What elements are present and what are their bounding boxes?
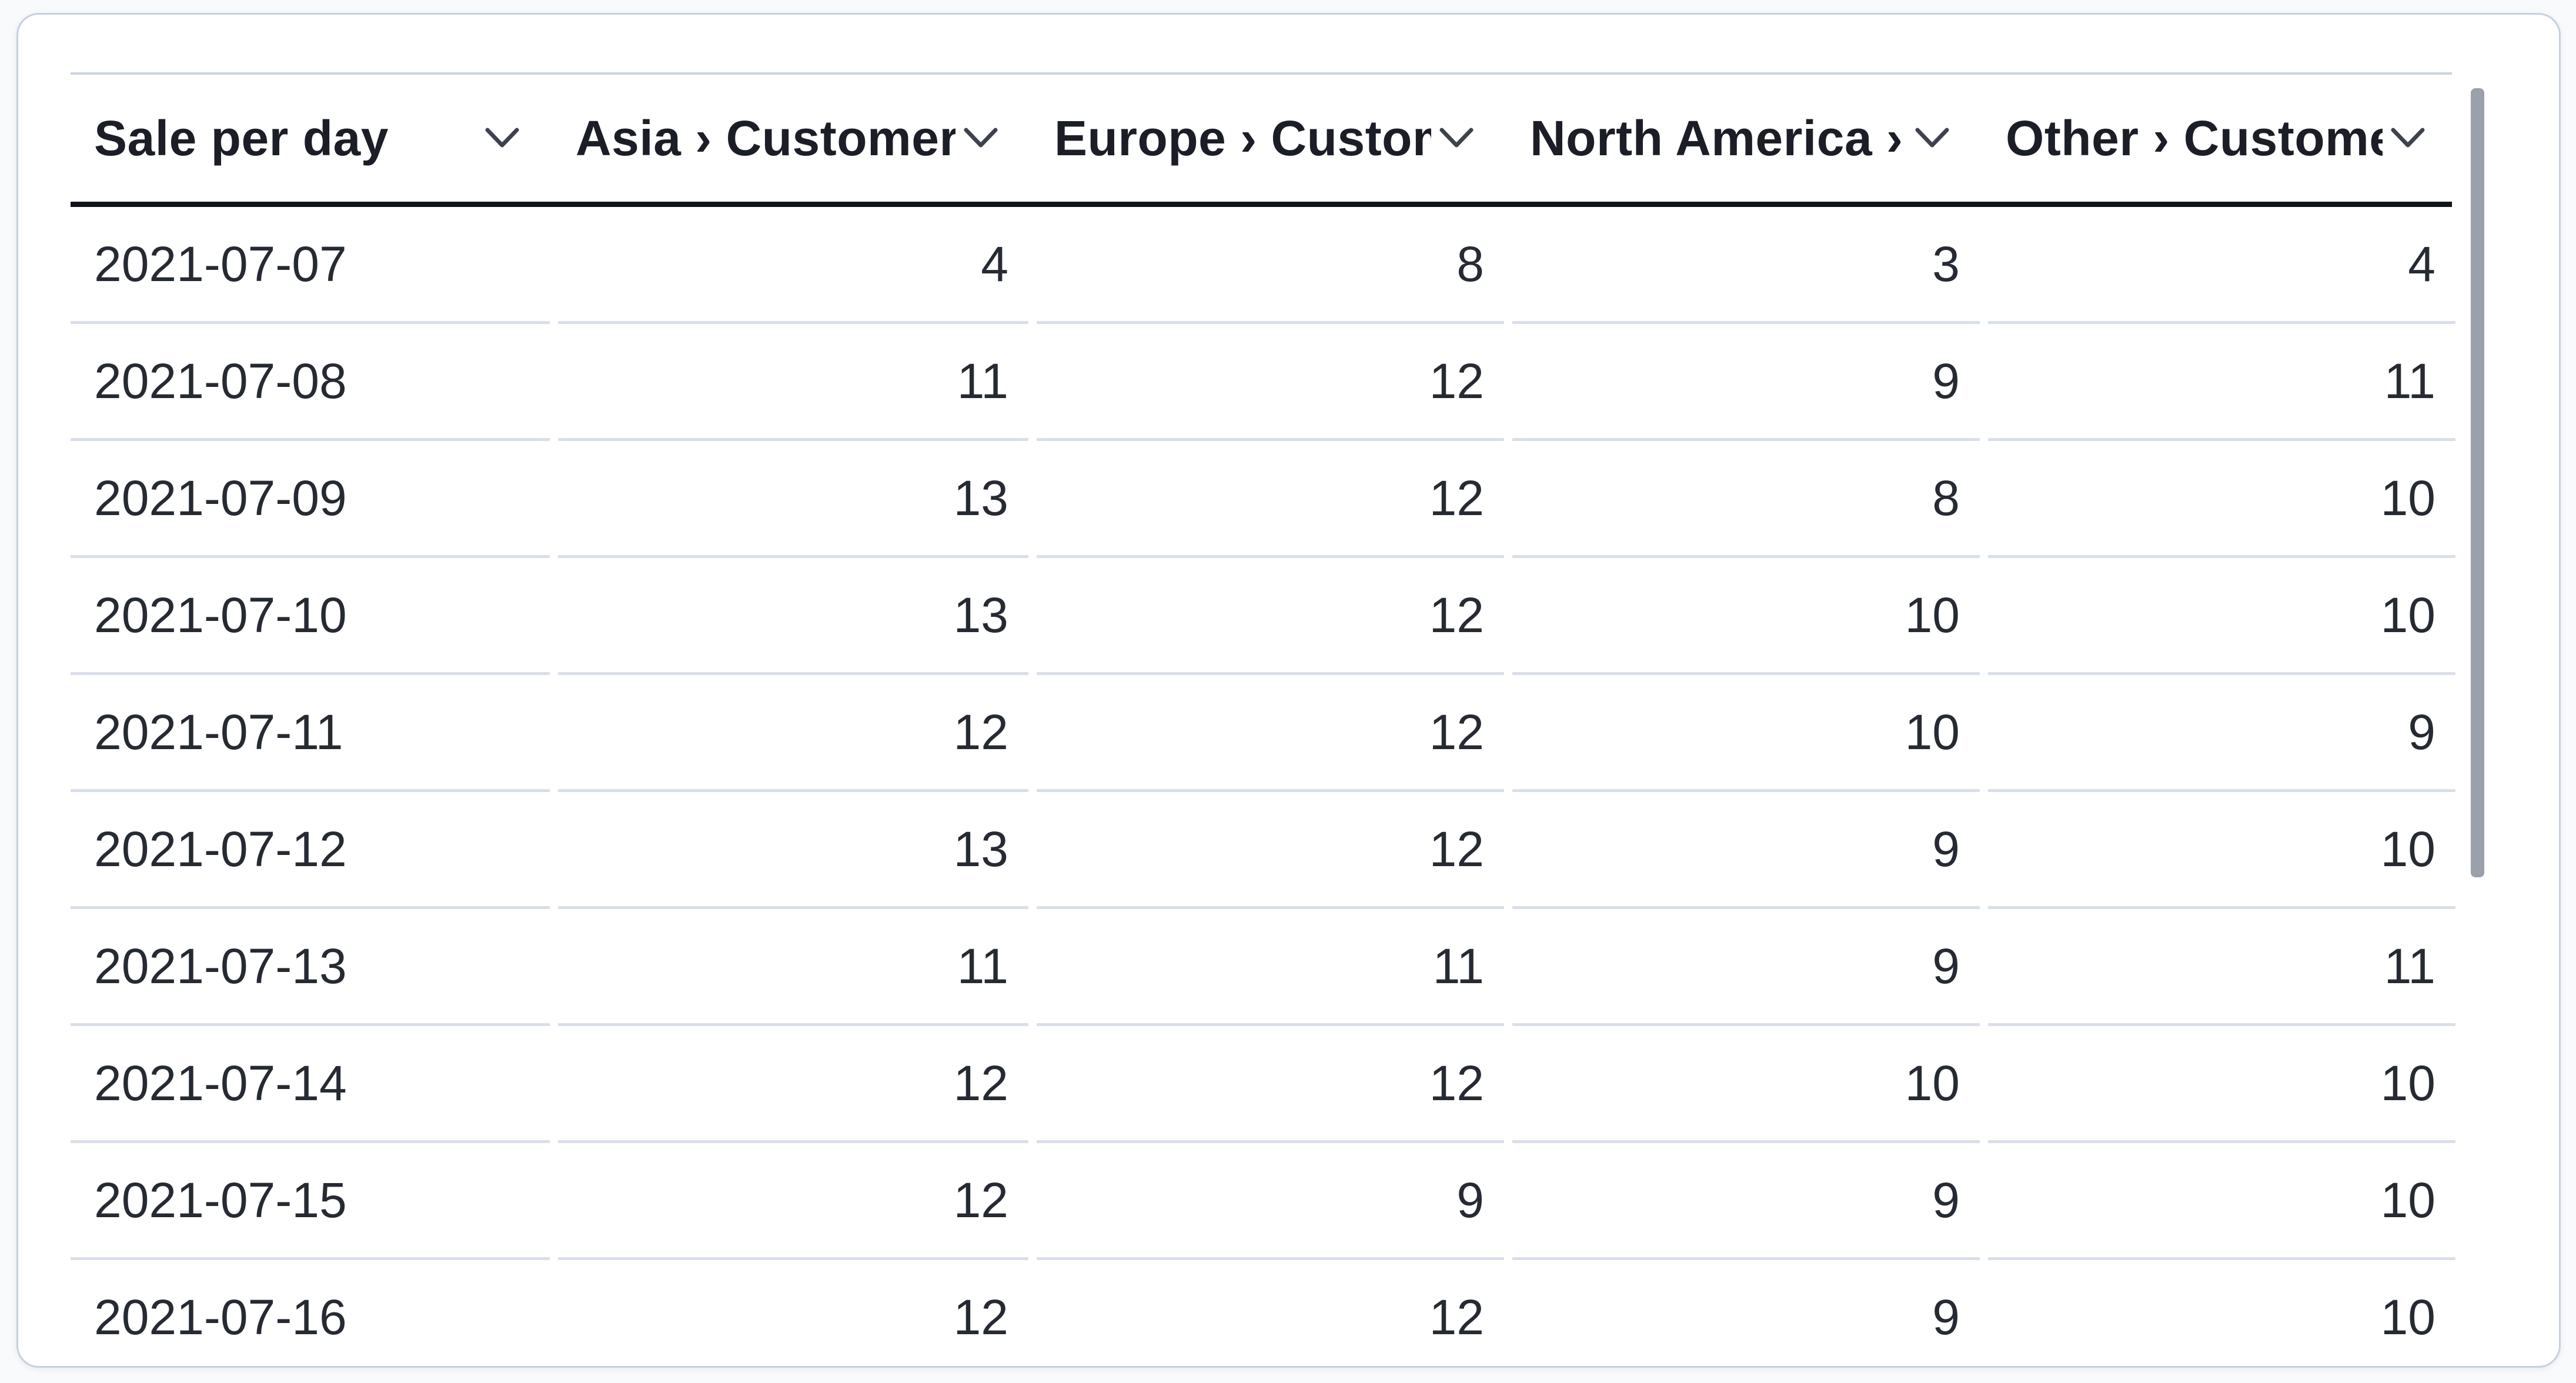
cell-date[interactable]: 2021-07-14 bbox=[71, 1026, 550, 1143]
cell-value[interactable]: 11 bbox=[558, 909, 1028, 1026]
cell-value[interactable]: 12 bbox=[1037, 324, 1504, 441]
table-body: 2021-07-07 4 8 3 4 2021-07-08 11 12 9 11 2021-07-0… bbox=[71, 207, 2455, 1366]
cell-value[interactable]: 12 bbox=[1037, 441, 1504, 558]
cell-date[interactable]: 2021-07-09 bbox=[71, 441, 550, 558]
table-row: 2021-07-07 4 8 3 4 bbox=[71, 207, 2455, 324]
cell-value[interactable]: 11 bbox=[558, 324, 1028, 441]
cell-value[interactable]: 9 bbox=[1988, 675, 2455, 792]
column-header-label: Europe › Customers bbox=[1054, 110, 1431, 166]
cell-value[interactable]: 12 bbox=[1037, 1026, 1504, 1143]
cell-date[interactable]: 2021-07-16 bbox=[71, 1260, 550, 1366]
cell-value[interactable]: 10 bbox=[1988, 558, 2455, 675]
cell-date[interactable]: 2021-07-12 bbox=[71, 792, 550, 909]
column-header-north-america-customers[interactable]: North America › Customers bbox=[1512, 75, 1980, 202]
column-header-other-customers[interactable]: Other › Customers bbox=[1988, 75, 2455, 202]
column-header-asia-customers[interactable]: Asia › Customers bbox=[558, 75, 1028, 202]
cell-date[interactable]: 2021-07-15 bbox=[71, 1143, 550, 1260]
cell-value[interactable]: 10 bbox=[1988, 1026, 2455, 1143]
cell-value[interactable]: 12 bbox=[558, 1026, 1028, 1143]
cell-value[interactable]: 13 bbox=[558, 792, 1028, 909]
table-row: 2021-07-09 13 12 8 10 bbox=[71, 441, 2455, 558]
column-header-sale-per-day[interactable]: Sale per day bbox=[71, 75, 550, 202]
table-row: 2021-07-08 11 12 9 11 bbox=[71, 324, 2455, 441]
column-header-label: North America › Customers bbox=[1530, 110, 1907, 166]
cell-value[interactable]: 12 bbox=[558, 1143, 1028, 1260]
chevron-down-icon[interactable] bbox=[485, 128, 519, 149]
table-header-row: Sale per day Asia › Customers Europe › C… bbox=[71, 72, 2452, 207]
cell-value[interactable]: 11 bbox=[1988, 324, 2455, 441]
cell-value[interactable]: 8 bbox=[1037, 207, 1504, 324]
cell-value[interactable]: 4 bbox=[1988, 207, 2455, 324]
table-row: 2021-07-13 11 11 9 11 bbox=[71, 909, 2455, 1026]
cell-value[interactable]: 9 bbox=[1512, 792, 1980, 909]
vertical-scrollbar-thumb[interactable] bbox=[2471, 88, 2484, 877]
cell-value[interactable]: 9 bbox=[1037, 1143, 1504, 1260]
cell-value[interactable]: 10 bbox=[1988, 441, 2455, 558]
column-header-label: Other › Customers bbox=[2006, 110, 2383, 166]
cell-value[interactable]: 12 bbox=[558, 1260, 1028, 1366]
cell-value[interactable]: 10 bbox=[1988, 1143, 2455, 1260]
table-row: 2021-07-12 13 12 9 10 bbox=[71, 792, 2455, 909]
chevron-down-icon[interactable] bbox=[964, 128, 998, 149]
cell-value[interactable]: 8 bbox=[1512, 441, 1980, 558]
cell-value[interactable]: 10 bbox=[1512, 675, 1980, 792]
cell-date[interactable]: 2021-07-07 bbox=[71, 207, 550, 324]
table-row: 2021-07-15 12 9 9 10 bbox=[71, 1143, 2455, 1260]
cell-value[interactable]: 4 bbox=[558, 207, 1028, 324]
cell-value[interactable]: 10 bbox=[1512, 1026, 1980, 1143]
cell-date[interactable]: 2021-07-10 bbox=[71, 558, 550, 675]
table-row: 2021-07-10 13 12 10 10 bbox=[71, 558, 2455, 675]
cell-value[interactable]: 10 bbox=[1988, 792, 2455, 909]
table-row: 2021-07-16 12 12 9 10 bbox=[71, 1260, 2455, 1366]
cell-value[interactable]: 11 bbox=[1988, 909, 2455, 1026]
cell-value[interactable]: 3 bbox=[1512, 207, 1980, 324]
cell-value[interactable]: 11 bbox=[1037, 909, 1504, 1026]
cell-value[interactable]: 12 bbox=[558, 675, 1028, 792]
cell-value[interactable]: 12 bbox=[1037, 792, 1504, 909]
data-table: Sale per day Asia › Customers Europe › C… bbox=[71, 72, 2455, 1366]
cell-value[interactable]: 12 bbox=[1037, 1260, 1504, 1366]
column-header-europe-customers[interactable]: Europe › Customers bbox=[1037, 75, 1504, 202]
cell-value[interactable]: 9 bbox=[1512, 1143, 1980, 1260]
chevron-down-icon[interactable] bbox=[2391, 128, 2425, 149]
cell-value[interactable]: 9 bbox=[1512, 909, 1980, 1026]
cell-value[interactable]: 13 bbox=[558, 558, 1028, 675]
cell-value[interactable]: 12 bbox=[1037, 675, 1504, 792]
column-header-label: Sale per day bbox=[94, 110, 389, 166]
table-row: 2021-07-11 12 12 10 9 bbox=[71, 675, 2455, 792]
cell-value[interactable]: 10 bbox=[1988, 1260, 2455, 1366]
cell-value[interactable]: 9 bbox=[1512, 1260, 1980, 1366]
cell-date[interactable]: 2021-07-13 bbox=[71, 909, 550, 1026]
cell-value[interactable]: 10 bbox=[1512, 558, 1980, 675]
cell-date[interactable]: 2021-07-08 bbox=[71, 324, 550, 441]
chevron-down-icon[interactable] bbox=[1915, 128, 1949, 149]
cell-value[interactable]: 12 bbox=[1037, 558, 1504, 675]
column-header-label: Asia › Customers bbox=[576, 110, 955, 166]
cell-value[interactable]: 9 bbox=[1512, 324, 1980, 441]
cell-date[interactable]: 2021-07-11 bbox=[71, 675, 550, 792]
cell-value[interactable]: 13 bbox=[558, 441, 1028, 558]
table-card: Sale per day Asia › Customers Europe › C… bbox=[16, 13, 2561, 1368]
chevron-down-icon[interactable] bbox=[1439, 128, 1474, 149]
table-row: 2021-07-14 12 12 10 10 bbox=[71, 1026, 2455, 1143]
